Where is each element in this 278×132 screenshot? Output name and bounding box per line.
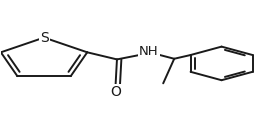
Text: NH: NH [139, 45, 159, 58]
Text: O: O [110, 85, 121, 99]
Text: S: S [40, 31, 48, 45]
